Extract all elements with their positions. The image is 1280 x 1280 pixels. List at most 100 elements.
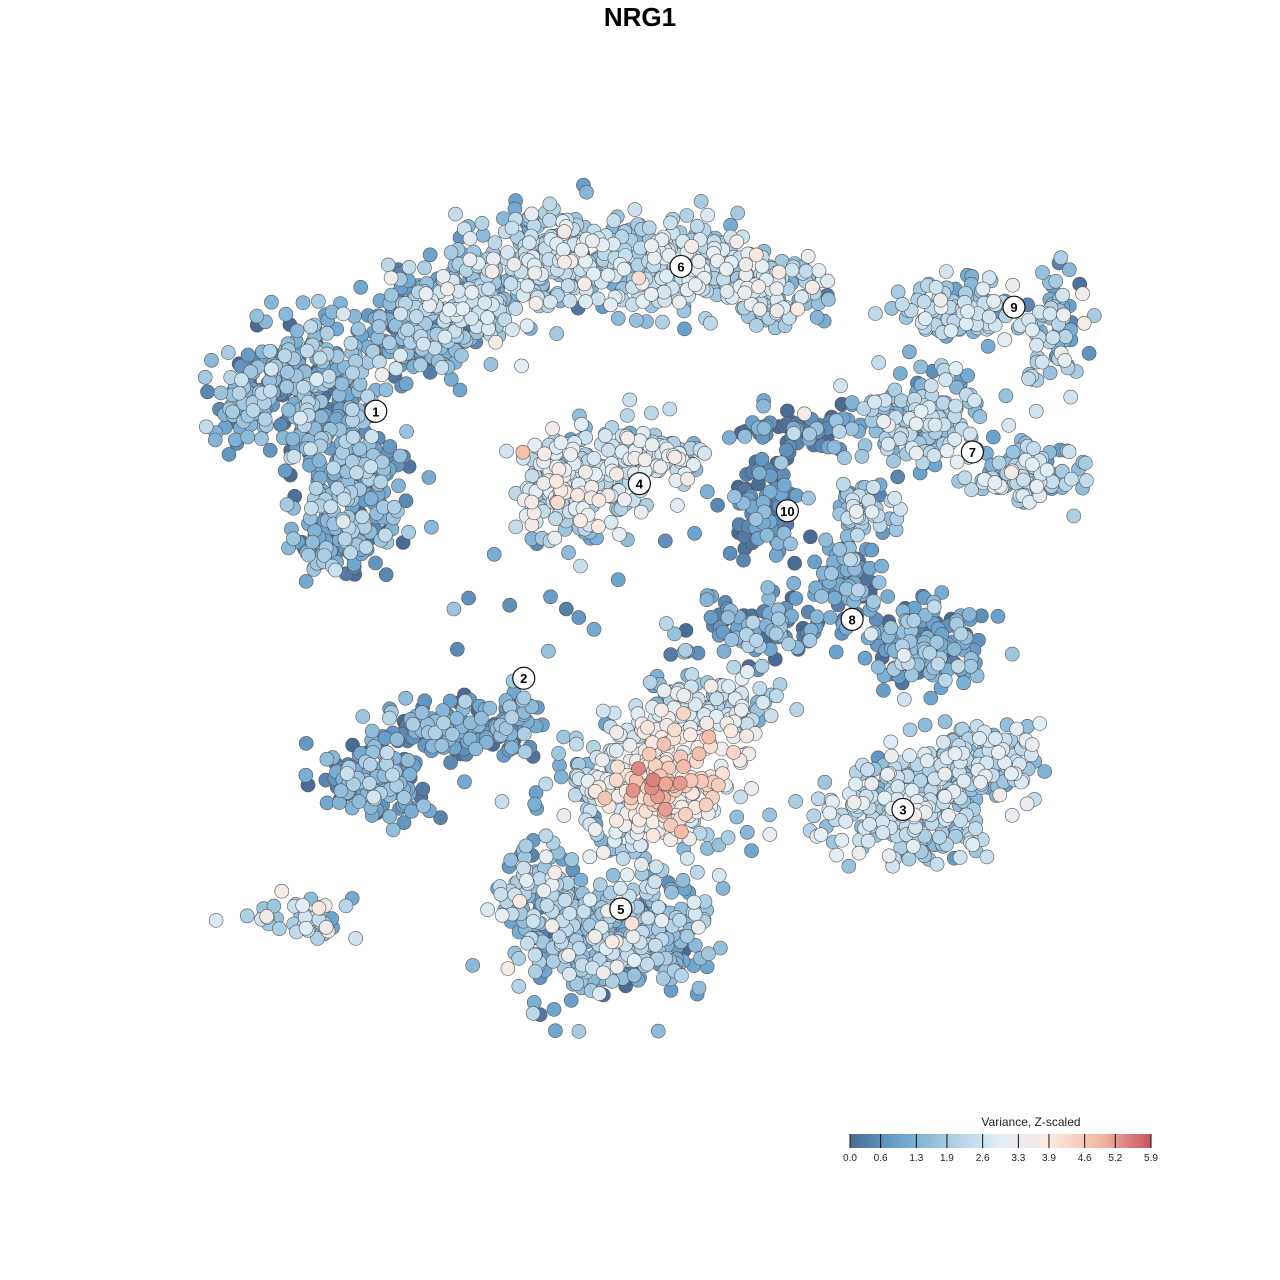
cell-point (240, 429, 255, 445)
cell-point (464, 311, 479, 326)
cell-point (257, 411, 273, 427)
cell-point (591, 519, 606, 534)
cell-point (586, 621, 602, 637)
cell-point (1025, 457, 1040, 472)
cell-point (494, 907, 510, 923)
cell-point (424, 519, 439, 535)
cell-point (740, 664, 755, 680)
cell-point (884, 748, 899, 764)
cell-point (941, 808, 956, 823)
cell-point (939, 443, 955, 459)
cell-point (433, 810, 448, 826)
cell-point (615, 851, 631, 866)
cell-point (664, 884, 679, 900)
cell-point (890, 284, 906, 300)
cell-point (1053, 250, 1069, 266)
cell-point (493, 886, 509, 902)
cell-point (663, 215, 678, 231)
cell-point (437, 329, 453, 345)
cell-point (504, 220, 520, 236)
cell-point (846, 795, 862, 810)
cell-point (953, 626, 969, 642)
cell-point (956, 773, 972, 789)
cell-point (721, 679, 736, 694)
cell-point (508, 519, 524, 535)
cell-point (654, 702, 669, 718)
cell-point (622, 737, 638, 753)
cell-point (739, 824, 755, 840)
cell-point (1034, 354, 1050, 370)
cell-point (720, 610, 736, 625)
cell-point (436, 715, 451, 731)
cell-point (634, 857, 649, 872)
cell-point (769, 281, 785, 297)
cell-point (504, 740, 520, 756)
cell-point (1061, 444, 1077, 460)
cell-point (573, 872, 589, 888)
cell-point (693, 194, 709, 209)
cell-point (926, 448, 942, 463)
cell-point (483, 357, 499, 372)
cell-point (398, 493, 414, 509)
cell-point (679, 208, 695, 223)
cell-point (1075, 286, 1090, 302)
cell-point (703, 315, 718, 331)
cell-point (902, 748, 917, 763)
cell-point (299, 343, 315, 359)
cell-point (396, 790, 412, 805)
cell-point (1042, 365, 1058, 381)
cell-point (576, 904, 592, 919)
cell-point (677, 321, 692, 337)
cell-point (656, 683, 672, 699)
cell-point (948, 398, 964, 414)
cell-point (818, 532, 834, 548)
cell-point (400, 752, 416, 768)
cell-point (1016, 472, 1031, 488)
cell-point (547, 865, 563, 880)
cell-point (771, 611, 786, 627)
cell-point (726, 745, 741, 760)
cluster-label-5: 5 (609, 897, 633, 921)
cell-point (482, 700, 498, 716)
cell-point (274, 883, 290, 899)
cell-point (228, 432, 243, 448)
cell-point (962, 426, 978, 442)
cell-point (837, 450, 852, 466)
cell-point (416, 798, 431, 814)
cell-point (547, 530, 563, 546)
cell-point (755, 695, 771, 710)
cell-point (199, 419, 214, 435)
cell-point (887, 490, 903, 506)
cell-point (937, 789, 953, 804)
cell-point (700, 207, 716, 223)
cell-point (687, 525, 702, 541)
cell-point (511, 951, 527, 966)
cell-point (948, 361, 964, 376)
cell-point (497, 312, 513, 328)
cell-point (937, 714, 953, 730)
cell-point (519, 873, 534, 888)
cell-point (571, 940, 587, 956)
cell-point (286, 449, 302, 464)
cell-point (779, 442, 794, 458)
cell-point (672, 775, 688, 791)
cell-point (699, 715, 715, 731)
cell-point (298, 920, 314, 936)
cell-point (479, 734, 494, 750)
cell-point (587, 822, 603, 837)
cell-point (833, 378, 848, 394)
cell-point (632, 433, 648, 449)
cluster-label-text: 4 (636, 477, 644, 492)
cell-point (1081, 345, 1097, 361)
cell-point (826, 439, 842, 455)
cell-point (739, 728, 754, 744)
cell-point (277, 463, 293, 479)
cell-point (943, 323, 959, 339)
cell-point (822, 805, 838, 821)
cell-point (562, 293, 578, 309)
cell-point (319, 325, 335, 341)
cell-point (542, 294, 558, 310)
cell-point (295, 898, 311, 913)
cell-point (862, 816, 877, 832)
cell-point (919, 753, 935, 769)
